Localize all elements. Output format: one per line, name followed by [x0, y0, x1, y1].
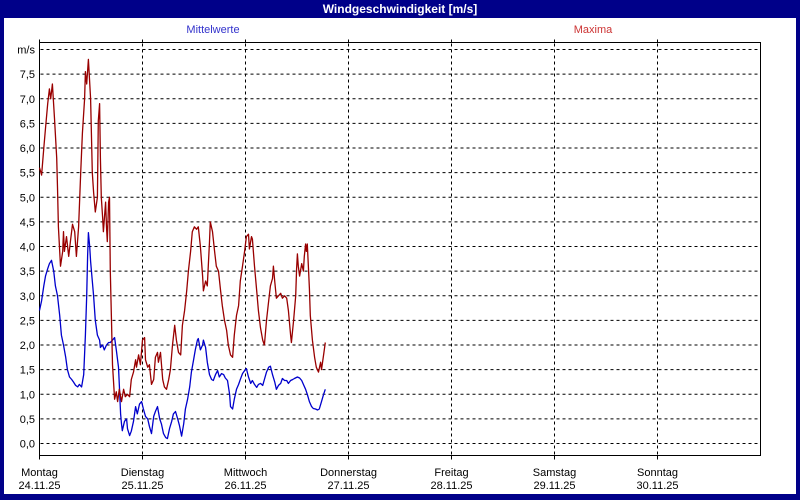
x-day-label: Mittwoch [224, 467, 267, 479]
legend-maxima-label: Maxima [573, 24, 613, 36]
y-tick-label: 6,5 [20, 118, 35, 130]
x-date-label: 24.11.25 [18, 480, 60, 492]
y-tick-label: 0,0 [20, 439, 35, 451]
x-day-label: Freitag [434, 467, 468, 479]
y-tick-label: 1,5 [20, 365, 35, 377]
page-title: Windgeschwindigkeit [m/s] [322, 2, 478, 16]
x-date-label: 29.11.25 [533, 480, 575, 492]
x-date-label: 26.11.25 [224, 480, 266, 492]
legend-mittelwerte-label: Mittelwerte [186, 24, 240, 36]
x-date-label: 30.11.25 [636, 480, 678, 492]
x-day-label: Donnerstag [320, 467, 377, 479]
mittelwerte-series-line [38, 232, 326, 440]
y-tick-label: 4,5 [20, 217, 35, 229]
x-date-label: 25.11.25 [121, 480, 163, 492]
y-tick-label: 1,0 [20, 389, 35, 401]
x-day-label: Montag [21, 467, 58, 479]
y-tick-label: 2,5 [20, 315, 35, 327]
x-day-label: Samstag [533, 467, 576, 479]
y-tick-label: 2,0 [20, 340, 35, 352]
y-tick-label: 6,0 [20, 143, 35, 155]
y-tick-label: 7,5 [20, 69, 35, 81]
y-tick-label: 4,0 [20, 242, 35, 254]
y-tick-label: 7,0 [20, 94, 35, 106]
chart-content: Mittelwerte Maxima 0,0 0,5 1,0 1,5 2,0 2,5 3,0… [4, 18, 796, 494]
y-tick-label: 3,5 [20, 266, 35, 278]
x-date-label: 27.11.25 [327, 480, 369, 492]
y-axis-unit-label: m/s [17, 45, 35, 57]
plot-border [39, 42, 761, 456]
title-bar: Windgeschwindigkeit [m/s] [0, 0, 800, 18]
y-tick-label: 5,0 [20, 192, 35, 204]
maxima-series-line [38, 58, 326, 403]
wind-speed-chart: 0,0 0,5 1,0 1,5 2,0 2,5 3,0 3,5 4,0 4,5 5,0 5,5 6,0 6… [17, 39, 761, 492]
x-date-label: 28.11.25 [430, 480, 472, 492]
y-tick-label: 3,0 [20, 291, 35, 303]
y-tick-label: 0,5 [20, 414, 35, 426]
x-day-label: Dienstag [121, 467, 164, 479]
x-day-label: Sonntag [637, 467, 678, 479]
y-tick-label: 5,5 [20, 168, 35, 180]
